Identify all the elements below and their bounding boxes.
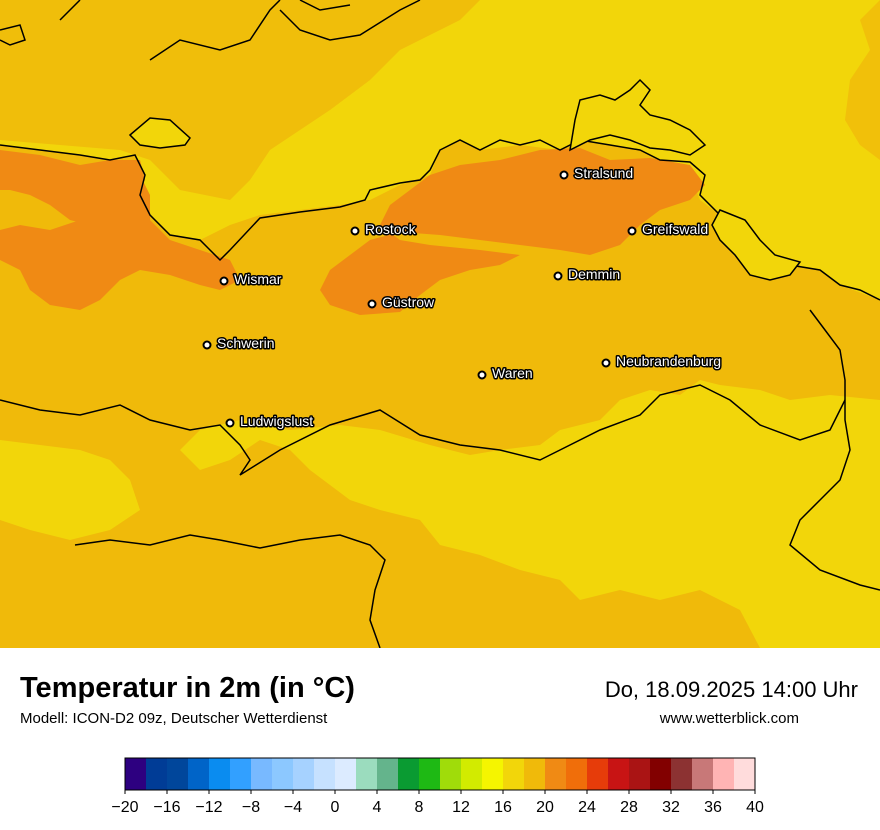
legend-box (671, 758, 693, 790)
city-label-neubrandenburg: Neubrandenburg (616, 353, 721, 369)
model-subtitle: Modell: ICON-D2 09z, Deutscher Wetterdie… (20, 710, 328, 727)
island-west (128, 117, 191, 149)
city-dot-ludwigslust (225, 418, 235, 428)
legend-box (125, 758, 147, 790)
legend-box (419, 758, 441, 790)
city-label-schwerin: Schwerin (217, 335, 275, 351)
legend-box (251, 758, 273, 790)
hot-zone-north (320, 148, 705, 315)
legend-tick-label: −8 (242, 799, 260, 816)
city-dot-wismar (219, 276, 229, 286)
legend-box (713, 758, 735, 790)
legend-tick-label: 16 (494, 799, 512, 816)
city-label-stralsund: Stralsund (574, 165, 633, 181)
legend-tick-labels: −20 −16 −12 −8 −4 0 4 8 12 16 20 24 28 32 36 40 (111, 790, 764, 816)
land-yellow-east (180, 380, 880, 648)
legend-box (692, 758, 714, 790)
legend-box (293, 758, 315, 790)
legend-tick-label: −20 (111, 799, 138, 816)
sea-shade (0, 0, 480, 200)
legend-box (398, 758, 420, 790)
city-dot-demmin (553, 271, 563, 281)
legend-tick-label: 40 (746, 799, 764, 816)
legend-box (167, 758, 189, 790)
legend-box (377, 758, 399, 790)
sea-shade-2 (845, 0, 880, 160)
city-label-wismar: Wismar (234, 271, 282, 287)
legend-box (566, 758, 588, 790)
legend-box (272, 758, 294, 790)
city-dot-waren (477, 370, 487, 380)
legend-box (356, 758, 378, 790)
legend-box (146, 758, 168, 790)
city-dot-schwerin (202, 340, 212, 350)
temperature-map: Stralsund Rostock Greifswald Wismar Demmin Gü… (0, 0, 880, 648)
danish-islands (0, 0, 421, 61)
legend-box (440, 758, 462, 790)
city-label-güstrow: Güstrow (382, 294, 435, 310)
legend-color-boxes (124, 757, 756, 791)
legend-box (482, 758, 504, 790)
legend-box (209, 758, 231, 790)
legend-box (629, 758, 651, 790)
legend-tick-label: 8 (415, 799, 424, 816)
legend-box (587, 758, 609, 790)
city-dot-stralsund (559, 170, 569, 180)
island-usedom (711, 209, 802, 281)
map-title: Temperatur in 2m (in °C) (20, 672, 355, 704)
city-label-waren: Waren (492, 365, 533, 381)
legend-box (545, 758, 567, 790)
legend-tick-label: 4 (373, 799, 382, 816)
forecast-datetime: Do, 18.09.2025 14:00 Uhr (604, 677, 858, 702)
legend-tick-label: −12 (195, 799, 222, 816)
city-label-demmin: Demmin (568, 266, 620, 282)
city-dot-greifswald (627, 226, 637, 236)
hot-zone-west (0, 175, 240, 310)
city-label-greifswald: Greifswald (642, 221, 708, 237)
legend-tick-label: 0 (331, 799, 340, 816)
legend-tick-label: 20 (536, 799, 554, 816)
legend-box (608, 758, 630, 790)
city-label-ludwigslust: Ludwigslust (240, 413, 313, 429)
legend-box (335, 758, 357, 790)
legend-box (650, 758, 672, 790)
legend-frame (124, 757, 756, 791)
state-border (0, 384, 846, 476)
city-dot-rostock (350, 226, 360, 236)
legend-tick-label: 12 (452, 799, 470, 816)
state-border-south (74, 534, 386, 648)
city-markers: Stralsund Rostock Greifswald Wismar Demmin Gü… (202, 164, 723, 431)
legend-box (314, 758, 336, 790)
land-yellow-west (0, 440, 140, 540)
legend-tick-label: 28 (620, 799, 638, 816)
city-dot-güstrow (367, 299, 377, 309)
city-dot-neubrandenburg (601, 358, 611, 368)
legend-tick-label: 36 (704, 799, 722, 816)
country-border-east (789, 309, 880, 591)
legend-tick-label: −4 (284, 799, 302, 816)
legend-tick-label: 24 (578, 799, 596, 816)
color-scale-legend: −20 −16 −12 −8 −4 0 4 8 12 16 20 24 28 32 36 40 (111, 757, 764, 816)
legend-tick-label: 32 (662, 799, 680, 816)
legend-box (230, 758, 252, 790)
legend-tick-label: −16 (153, 799, 180, 816)
island-ruegen (569, 78, 707, 156)
legend-box (503, 758, 525, 790)
website-link[interactable]: www.wetterblick.com (659, 710, 799, 727)
legend-box (188, 758, 210, 790)
legend-box (524, 758, 546, 790)
city-label-rostock: Rostock (365, 221, 417, 237)
legend-box (461, 758, 483, 790)
hot-zone-northwest (0, 150, 145, 225)
legend-box (734, 758, 756, 790)
